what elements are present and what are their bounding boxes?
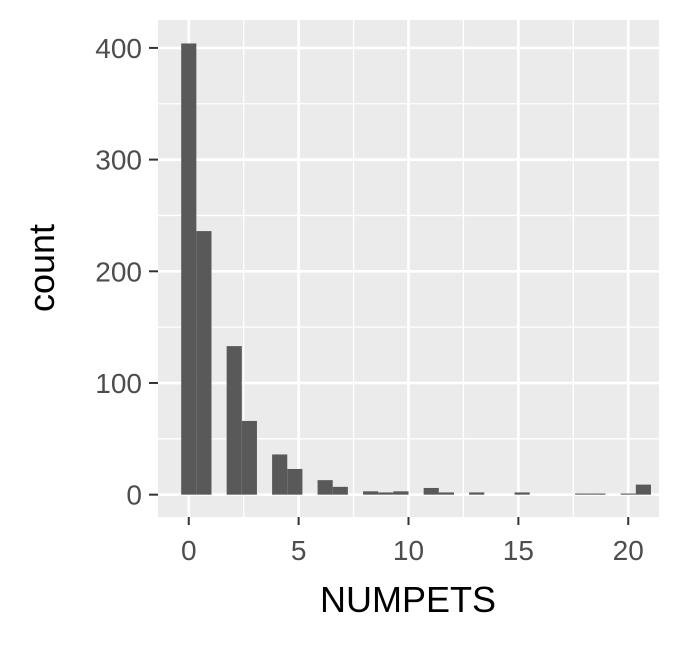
histogram-bar <box>423 487 439 495</box>
histogram-bar <box>438 492 454 495</box>
x-tick-label: 10 <box>393 535 424 566</box>
histogram-bar <box>287 468 303 495</box>
histogram-bar <box>378 492 394 495</box>
x-tick-label: 0 <box>181 535 197 566</box>
histogram-bar <box>635 484 651 495</box>
histogram-bar <box>363 491 379 495</box>
y-tick-label: 100 <box>95 368 142 399</box>
x-tick-label: 5 <box>291 535 307 566</box>
histogram-bar <box>620 493 636 495</box>
histogram-bar <box>272 454 288 495</box>
histogram-bar <box>575 493 591 495</box>
y-tick-label: 0 <box>126 480 142 511</box>
histogram-bar <box>590 493 606 495</box>
histogram-bar <box>196 231 212 495</box>
histogram-bar <box>393 491 409 495</box>
y-tick-label: 400 <box>95 33 142 64</box>
histogram-bars <box>181 43 651 495</box>
histogram-bar <box>469 492 485 495</box>
histogram-bar <box>241 420 257 495</box>
y-axis-title: count <box>21 224 62 312</box>
histogram-bar <box>181 43 197 495</box>
histogram-bar <box>317 480 333 495</box>
histogram-bar <box>226 346 242 495</box>
x-axis: 0 5 10 15 20 <box>181 517 644 566</box>
x-tick-label: 20 <box>613 535 644 566</box>
histogram-bar <box>332 486 348 495</box>
histogram-bar <box>514 492 530 495</box>
x-axis-title: NUMPETS <box>320 579 496 620</box>
y-tick-label: 200 <box>95 256 142 287</box>
x-tick-label: 15 <box>503 535 534 566</box>
y-tick-label: 300 <box>95 145 142 176</box>
y-axis: 0 100 200 300 400 <box>95 33 158 511</box>
